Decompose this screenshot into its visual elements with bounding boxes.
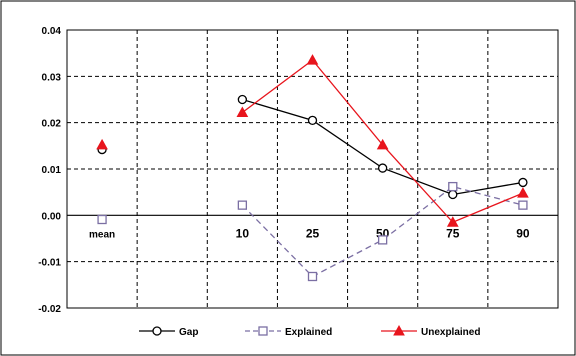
y-tick-label: 0.04 xyxy=(42,26,62,37)
gap-point xyxy=(518,177,528,188)
unexplained-point xyxy=(446,216,459,227)
x-tick-label: 90 xyxy=(516,226,530,240)
unexplained-legend-label: Unexplained xyxy=(421,327,480,338)
gap-point xyxy=(307,115,318,125)
gap-point xyxy=(237,94,248,105)
explained-series-line xyxy=(241,185,524,278)
unexplained-legend-marker xyxy=(393,324,405,336)
x-tick-label: mean xyxy=(89,229,115,240)
legend: Gap Explained Unexplained xyxy=(139,324,480,338)
y-tick-label: 0.00 xyxy=(42,211,62,222)
unexplained-point xyxy=(306,54,319,65)
x-tick-label: 75 xyxy=(446,226,460,240)
y-tick-label: 0.03 xyxy=(42,72,62,83)
y-tick-label: -0.01 xyxy=(38,258,61,269)
explained-point xyxy=(237,200,248,210)
unexplained-point xyxy=(376,138,389,150)
explained-point xyxy=(377,235,388,245)
gap-point xyxy=(377,163,388,173)
y-tick-label: -0.02 xyxy=(38,304,61,315)
explained-legend-marker xyxy=(258,326,268,336)
unexplained-point xyxy=(517,187,529,198)
explained-point xyxy=(518,200,528,210)
unexplained-point xyxy=(96,138,108,150)
explained-point xyxy=(97,214,107,225)
unexplained-point xyxy=(236,106,249,117)
x-tick-label: 10 xyxy=(236,226,250,240)
explained-legend-label: Explained xyxy=(285,327,332,338)
x-tick-label: 25 xyxy=(306,226,320,240)
explained-point xyxy=(448,181,458,192)
gap-legend-label: Gap xyxy=(179,327,198,338)
gap-legend-marker xyxy=(152,326,162,336)
y-tick-label: 0.01 xyxy=(42,165,62,176)
y-tick-label: 0.02 xyxy=(42,119,62,130)
gap-point xyxy=(448,189,458,200)
explained-point xyxy=(307,271,318,282)
